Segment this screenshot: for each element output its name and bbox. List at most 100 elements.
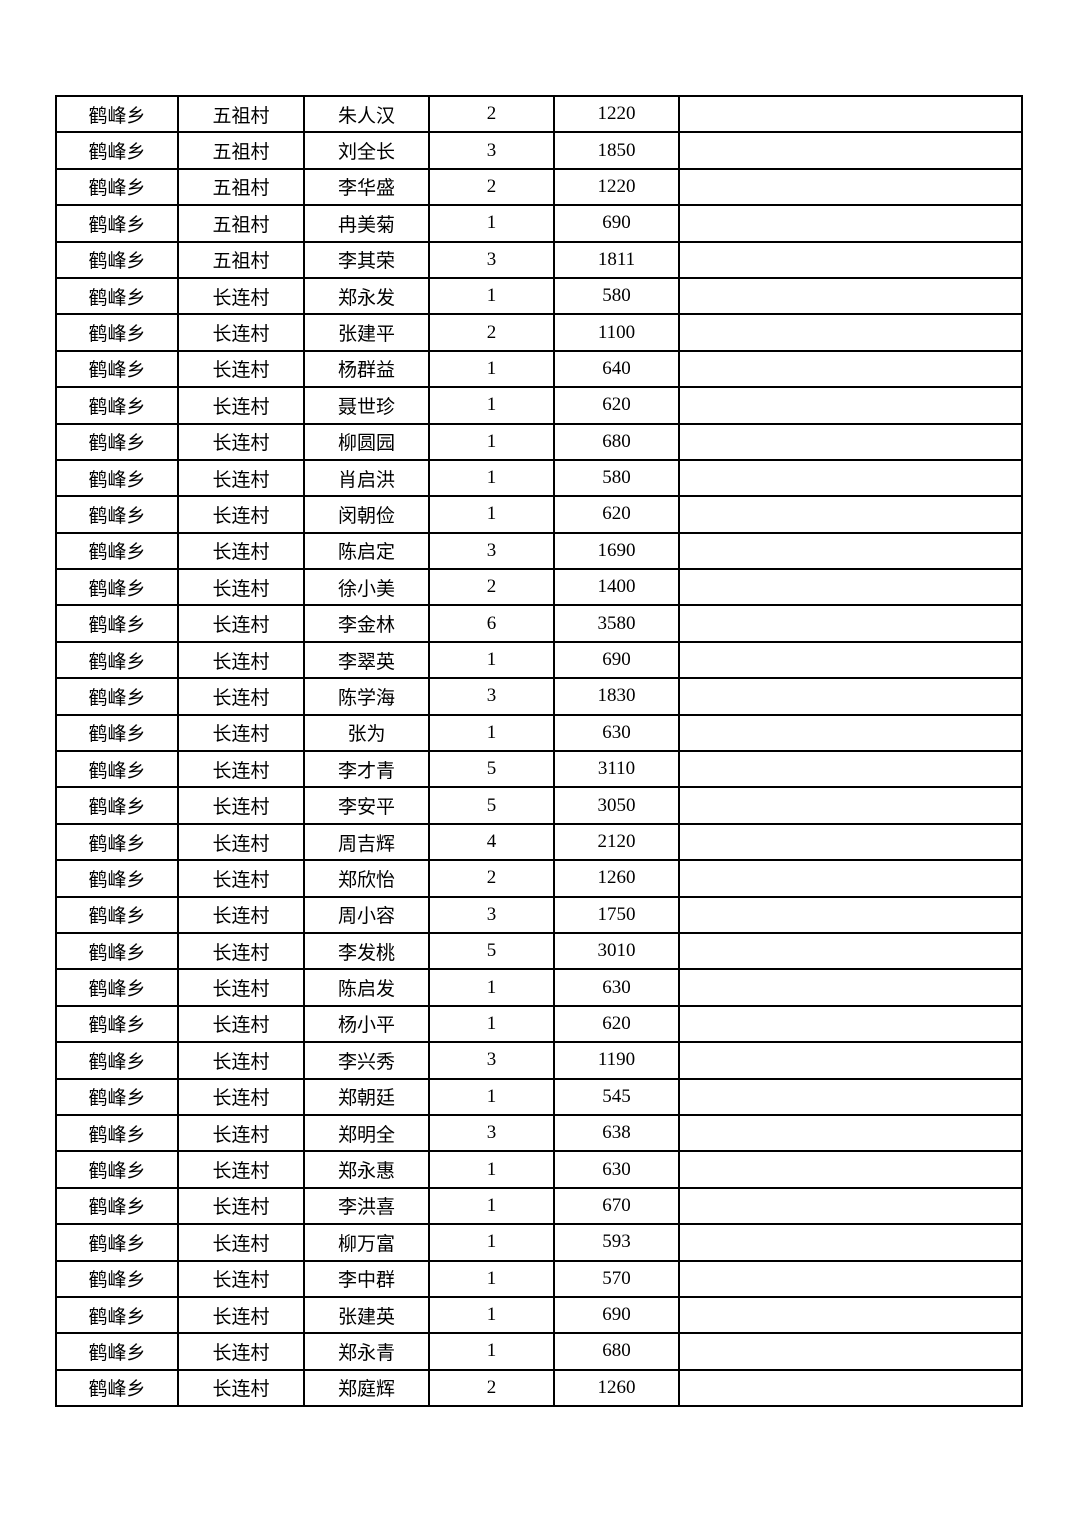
cell-township: 鹤峰乡 [55,640,179,680]
cell-count: 1 [428,1332,555,1371]
cell-village: 五祖村 [177,94,305,134]
cell-notes [678,822,1023,862]
cell-count: 1 [428,204,555,243]
cell-amount: 1100 [553,313,680,352]
cell-township: 鹤峰乡 [55,276,179,316]
cell-count: 1 [428,349,555,389]
cell-count: 1 [428,458,555,498]
cell-amount: 1220 [553,94,680,134]
table-row: 鹤峰乡 五祖村 刘全长 3 1850 [55,131,1023,170]
cell-count: 2 [428,167,555,207]
table-row: 鹤峰乡 长连村 李安平 5 3050 [55,786,1023,825]
cell-notes [678,1223,1023,1262]
table-row: 鹤峰乡 长连村 李兴秀 3 1190 [55,1041,1023,1080]
cell-village: 长连村 [177,859,305,898]
cell-count: 1 [428,713,555,753]
cell-amount: 620 [553,386,680,425]
cell-count: 1 [428,1077,555,1116]
cell-township: 鹤峰乡 [55,713,179,753]
table-row: 鹤峰乡 长连村 张建平 2 1100 [55,313,1023,352]
table-row: 鹤峰乡 长连村 闵朝俭 1 620 [55,495,1023,534]
cell-name: 李洪喜 [303,1186,430,1226]
cell-village: 长连村 [177,313,305,352]
table-row: 鹤峰乡 长连村 陈启定 3 1690 [55,531,1023,571]
cell-amount: 1750 [553,895,680,934]
cell-count: 1 [428,1223,555,1262]
cell-notes [678,1150,1023,1189]
cell-village: 长连村 [177,1041,305,1080]
cell-notes [678,313,1023,352]
cell-village: 长连村 [177,677,305,716]
table-row: 鹤峰乡 长连村 周小容 3 1750 [55,895,1023,934]
table-row: 鹤峰乡 长连村 柳圆园 1 680 [55,422,1023,461]
cell-notes [678,131,1023,170]
table-row: 鹤峰乡 五祖村 朱人汉 2 1220 [55,94,1023,134]
table-row: 鹤峰乡 长连村 徐小美 2 1400 [55,568,1023,607]
table-row: 鹤峰乡 长连村 李发桃 5 3010 [55,931,1023,971]
cell-amount: 670 [553,1186,680,1226]
cell-name: 刘全长 [303,131,430,170]
cell-notes [678,422,1023,461]
cell-name: 郑永惠 [303,1150,430,1189]
cell-count: 3 [428,131,555,170]
cell-notes [678,677,1023,716]
cell-notes [678,94,1023,134]
table-row: 鹤峰乡 长连村 李翠英 1 690 [55,640,1023,680]
cell-township: 鹤峰乡 [55,349,179,389]
cell-township: 鹤峰乡 [55,1186,179,1226]
cell-village: 长连村 [177,604,305,643]
cell-notes [678,1004,1023,1044]
cell-township: 鹤峰乡 [55,1259,179,1298]
cell-amount: 3580 [553,604,680,643]
cell-name: 陈启发 [303,968,430,1007]
cell-notes [678,1077,1023,1116]
cell-notes [678,531,1023,571]
table-row: 鹤峰乡 长连村 郑朝廷 1 545 [55,1077,1023,1116]
cell-amount: 1220 [553,167,680,207]
cell-count: 5 [428,786,555,825]
cell-count: 5 [428,931,555,971]
cell-village: 长连村 [177,1004,305,1044]
cell-village: 五祖村 [177,131,305,170]
cell-name: 郑永青 [303,1332,430,1371]
cell-name: 聂世珍 [303,386,430,425]
cell-name: 李发桃 [303,931,430,971]
cell-name: 李才青 [303,750,430,789]
cell-name: 杨小平 [303,1004,430,1044]
cell-count: 1 [428,422,555,461]
cell-village: 长连村 [177,1332,305,1371]
cell-township: 鹤峰乡 [55,604,179,643]
cell-name: 郑朝廷 [303,1077,430,1116]
cell-township: 鹤峰乡 [55,531,179,571]
cell-amount: 2120 [553,822,680,862]
table-row: 鹤峰乡 长连村 杨群益 1 640 [55,349,1023,389]
cell-township: 鹤峰乡 [55,1004,179,1044]
cell-amount: 640 [553,349,680,389]
table-row: 鹤峰乡 长连村 聂世珍 1 620 [55,386,1023,425]
cell-village: 长连村 [177,1113,305,1153]
cell-township: 鹤峰乡 [55,895,179,934]
cell-village: 五祖村 [177,240,305,279]
cell-notes [678,895,1023,934]
cell-township: 鹤峰乡 [55,422,179,461]
table-row: 鹤峰乡 长连村 张建英 1 690 [55,1295,1023,1335]
cell-name: 肖启洪 [303,458,430,498]
cell-name: 柳万富 [303,1223,430,1262]
cell-notes [678,276,1023,316]
cell-name: 李安平 [303,786,430,825]
cell-township: 鹤峰乡 [55,822,179,862]
cell-count: 1 [428,968,555,1007]
cell-amount: 630 [553,713,680,753]
cell-amount: 1190 [553,1041,680,1080]
cell-name: 周吉辉 [303,822,430,862]
cell-name: 陈启定 [303,531,430,571]
cell-count: 1 [428,495,555,534]
cell-amount: 690 [553,1295,680,1335]
cell-township: 鹤峰乡 [55,495,179,534]
cell-village: 长连村 [177,495,305,534]
cell-village: 长连村 [177,1186,305,1226]
table-row: 鹤峰乡 长连村 李才青 5 3110 [55,750,1023,789]
cell-township: 鹤峰乡 [55,1113,179,1153]
cell-name: 李其荣 [303,240,430,279]
